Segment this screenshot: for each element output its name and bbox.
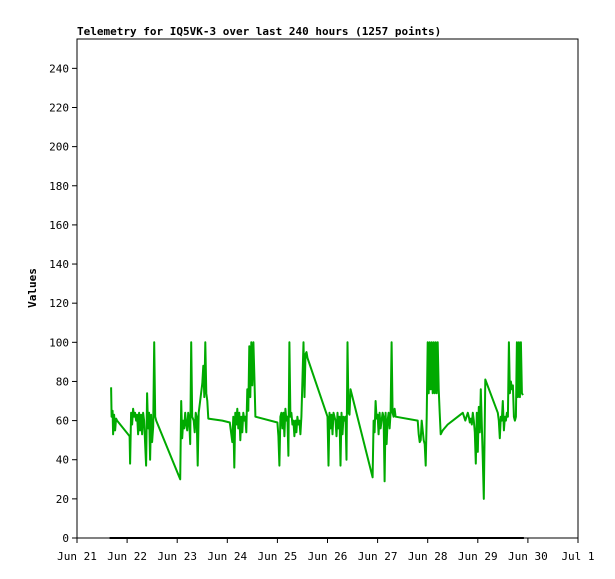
y-tick-label: 40 bbox=[56, 454, 69, 467]
y-tick-label: 180 bbox=[49, 180, 69, 193]
x-tick-label: Jun 23 bbox=[157, 550, 197, 563]
y-tick-label: 220 bbox=[49, 101, 69, 114]
y-tick-label: 80 bbox=[56, 375, 69, 388]
x-axis: Jun 21 Jun 22 Jun 23 Jun 24 Jun 25 Jun 26 Jun … bbox=[57, 538, 595, 563]
y-axis-label: Values bbox=[26, 268, 39, 308]
x-tick-label: Jun 28 bbox=[408, 550, 448, 563]
x-tick-label: Jun 25 bbox=[258, 550, 298, 563]
x-tick-label: Jul 1 bbox=[561, 550, 594, 563]
y-tick-label: 60 bbox=[56, 415, 69, 428]
x-tick-label: Jun 29 bbox=[458, 550, 498, 563]
y-tick-label: 240 bbox=[49, 62, 69, 75]
y-tick-label: 140 bbox=[49, 258, 69, 271]
y-tick-label: 0 bbox=[62, 532, 69, 545]
y-tick-label: 120 bbox=[49, 297, 69, 310]
x-tick-label: Jun 22 bbox=[107, 550, 147, 563]
series-line-telemetry bbox=[110, 341, 524, 500]
y-tick-label: 100 bbox=[49, 336, 69, 349]
y-axis: 0 20 40 60 80 100 120 140 160 180 200 220 240 bbox=[49, 62, 77, 545]
x-tick-label: Jun 21 bbox=[57, 550, 97, 563]
series-layer bbox=[109, 341, 524, 539]
x-tick-label: Jun 30 bbox=[508, 550, 548, 563]
x-tick-label: Jun 26 bbox=[308, 550, 348, 563]
chart-title: Telemetry for IQ5VK-3 over last 240 hour… bbox=[77, 25, 441, 38]
y-tick-label: 20 bbox=[56, 493, 69, 506]
x-tick-label: Jun 24 bbox=[207, 550, 247, 563]
y-tick-label: 200 bbox=[49, 141, 69, 154]
y-tick-label: 160 bbox=[49, 219, 69, 232]
x-tick-label: Jun 27 bbox=[358, 550, 398, 563]
